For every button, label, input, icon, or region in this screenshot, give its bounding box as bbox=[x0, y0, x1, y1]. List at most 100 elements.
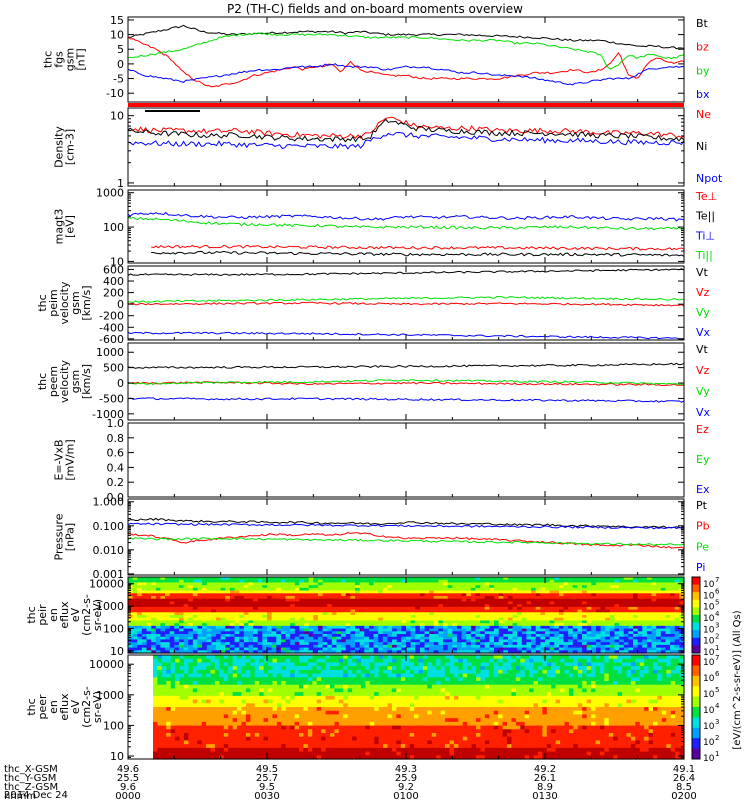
legend-entry-magt3: Te|| bbox=[695, 210, 715, 223]
x-row-value: 0130 bbox=[532, 791, 557, 800]
colorbar-tick-label: 10 bbox=[703, 648, 715, 658]
y-tick-label-magt3: 10 bbox=[110, 255, 124, 268]
colorbar-swatch bbox=[692, 707, 700, 718]
y-tick-label-peem: 0 bbox=[117, 377, 124, 390]
legend-entry-magt3: Te⊥ bbox=[695, 190, 717, 203]
y-tick-label-peim: 0 bbox=[117, 298, 124, 311]
x-row-value: 0000 bbox=[115, 791, 140, 800]
x-row-value: 49.3 bbox=[395, 764, 417, 775]
y-axis-label-pressure: Pressure[nPa] bbox=[53, 513, 77, 560]
y-axis-label-line: [mV/m] bbox=[64, 439, 77, 480]
colorbar-swatch bbox=[692, 665, 700, 677]
y-axis-label-line: thc bbox=[25, 606, 38, 623]
y-tick-label-peim: -600 bbox=[99, 333, 124, 346]
y-axis-label-line: thc bbox=[36, 294, 49, 311]
legend-entry-peim: Vt bbox=[696, 266, 709, 279]
y-tick-label-fgs: -10 bbox=[106, 87, 124, 100]
panel-density: 10 1 Density[cm-3] Ne Ni Npot bbox=[53, 107, 723, 190]
y-tick-label-magt3: 100 bbox=[103, 221, 124, 234]
panel-peer: 10000 1000 100 10 thcpeerenefluxeV(cm2-s-sr-… bbox=[25, 654, 685, 763]
colorbar-swatch bbox=[692, 622, 700, 631]
panel-peem: 1000 500 0 -500 -1000 thcpeemvelocitygsm[km/s… bbox=[36, 342, 711, 421]
y-axis-label-line: sr-eV) bbox=[91, 599, 104, 631]
x-row-value: 25.9 bbox=[395, 773, 417, 784]
y-axis-label-line: Density bbox=[53, 126, 66, 168]
series-line-fgs-1 bbox=[127, 36, 685, 88]
legend-entry-peem: Vt bbox=[696, 343, 709, 356]
legend-entry-magt3: Ti⊥ bbox=[695, 229, 715, 242]
colorbar-tick-label: 10 bbox=[703, 738, 715, 748]
colorbar-tick-exponent: 4 bbox=[715, 702, 720, 710]
series-line-pressure-0 bbox=[127, 517, 685, 529]
legend-entry-peim: Vx bbox=[696, 326, 711, 339]
colorbar-tick-label: 10 bbox=[703, 754, 715, 764]
x-row-value: 9.2 bbox=[398, 782, 414, 793]
y-tick-label-peim: 200 bbox=[103, 287, 124, 300]
legend-entry-magt3: Ti|| bbox=[695, 249, 713, 262]
date-label: 2014 Dec 24 bbox=[4, 790, 68, 800]
x-row-label: hhmm bbox=[4, 791, 36, 800]
y-tick-label-magt3: 1000 bbox=[96, 187, 124, 200]
y-tick-label-fgs: 0 bbox=[117, 58, 124, 71]
x-row-value: 25.5 bbox=[117, 773, 139, 784]
y-tick-label-fgs: -5 bbox=[113, 73, 124, 86]
flag-bar bbox=[128, 103, 684, 107]
x-row-value: 0200 bbox=[671, 791, 696, 800]
colorbar-swatch bbox=[692, 630, 700, 639]
y-axis-label-line: sr-eV) bbox=[91, 691, 104, 723]
series-line-pressure-3 bbox=[127, 522, 685, 530]
series-line-peem-0 bbox=[127, 362, 685, 369]
series-line-fgs-2 bbox=[127, 32, 685, 70]
colorbar-swatch bbox=[692, 696, 700, 708]
series-line-density-1 bbox=[127, 118, 685, 143]
colorbar-swatch bbox=[692, 686, 700, 698]
x-row-value: 9.6 bbox=[120, 782, 136, 793]
colorbar-tick-exponent: 5 bbox=[715, 599, 719, 607]
colorbar-tick-exponent: 3 bbox=[715, 718, 719, 726]
x-row-value: 0030 bbox=[254, 791, 279, 800]
y-tick-label-fgs: 10 bbox=[110, 29, 124, 42]
x-row-label: thc_Z-GSM bbox=[4, 782, 58, 793]
y-axis-label-line: (cm2-s- bbox=[80, 686, 93, 728]
spectrogram-peer bbox=[153, 655, 685, 760]
legend-entry-peim: Vy bbox=[696, 306, 710, 319]
y-axis-label-line: [nPa] bbox=[64, 523, 77, 551]
legend-entry-efield: Ey bbox=[696, 453, 710, 466]
colorbar-swatch bbox=[692, 748, 700, 760]
x-row-value: 49.1 bbox=[673, 764, 695, 775]
series-line-peem-3 bbox=[127, 397, 685, 403]
colorbar-tick-exponent: 2 bbox=[715, 734, 719, 742]
y-tick-label-efield: 0.8 bbox=[107, 432, 125, 445]
colorbar-tick-exponent: 2 bbox=[715, 633, 719, 641]
y-tick-label-efield: 0.2 bbox=[107, 476, 125, 489]
colorbar-swatch bbox=[692, 592, 700, 601]
y-axis-label-line: en bbox=[47, 700, 60, 714]
y-tick-label-peim: -400 bbox=[99, 321, 124, 334]
colorbar-tick-label: 10 bbox=[703, 722, 715, 732]
y-tick-label-efield: 1.0 bbox=[107, 417, 125, 430]
legend-entry-pressure: Pi bbox=[696, 561, 705, 574]
y-tick-label-peer: 10000 bbox=[89, 658, 124, 671]
series-line-density-0 bbox=[127, 116, 685, 140]
panel-frame-peim bbox=[127, 265, 685, 341]
series-line-peim-2 bbox=[127, 295, 685, 304]
series-line-magt3-2 bbox=[127, 211, 685, 222]
y-tick-label-peer: 1000 bbox=[96, 689, 124, 702]
colorbar-frame bbox=[691, 576, 701, 654]
y-axis-label-line: Pressure bbox=[53, 513, 66, 560]
colorbar-swatch bbox=[692, 637, 700, 646]
y-axis-label-line: gsm bbox=[64, 48, 77, 71]
y-axis-label-line: velocity bbox=[58, 360, 71, 403]
colorbar-swatch bbox=[692, 615, 700, 624]
legend-entry-pressure: Pt bbox=[696, 499, 708, 512]
y-axis-label-line: E=-VxB bbox=[53, 439, 66, 480]
y-tick-label-peir: 10 bbox=[110, 645, 124, 658]
y-tick-label-peim: -200 bbox=[99, 310, 124, 323]
y-tick-label-peer: 100 bbox=[103, 719, 124, 732]
panel-frame-magt3 bbox=[127, 189, 685, 264]
